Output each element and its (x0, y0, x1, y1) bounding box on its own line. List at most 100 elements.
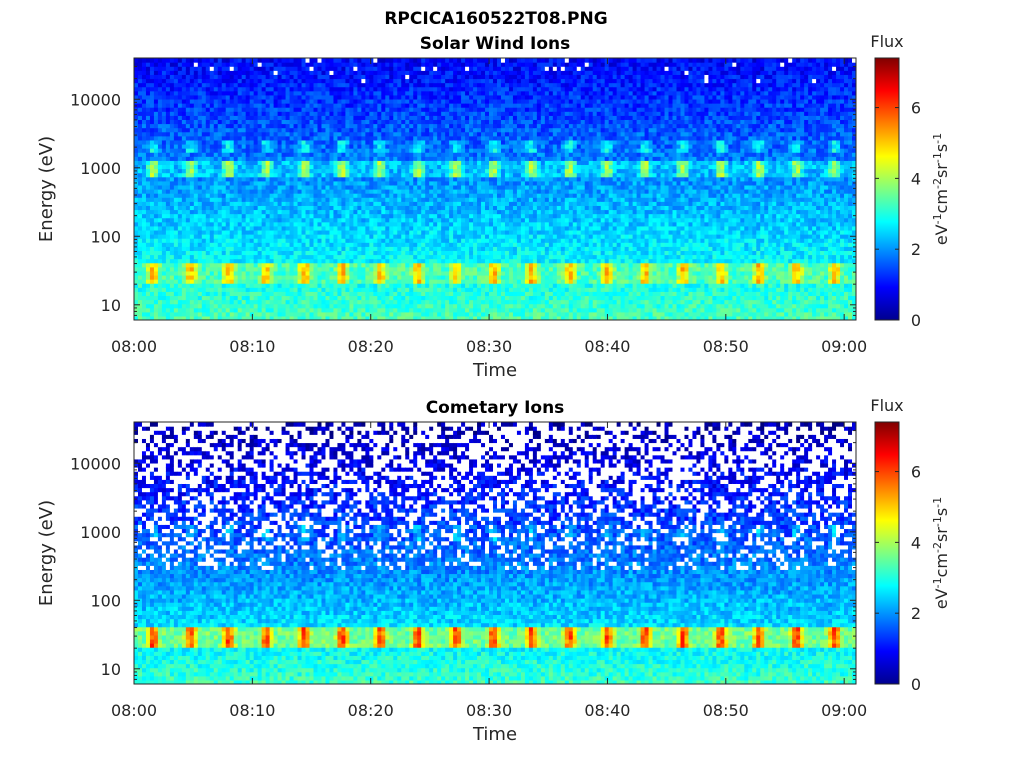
heat-cell (213, 86, 219, 92)
heat-cell (185, 62, 191, 67)
heat-cell (241, 107, 247, 112)
heat-cell (341, 238, 347, 243)
heat-cell (209, 148, 215, 153)
heat-cell (353, 176, 358, 182)
heat-cell (205, 246, 211, 251)
heat-cell (173, 234, 179, 239)
heat-cell (201, 164, 207, 170)
heat-cell (213, 98, 219, 104)
heat-cell (134, 139, 139, 145)
heat-cell (349, 58, 354, 63)
heat-cell (309, 189, 315, 194)
heat-cell (289, 270, 295, 276)
heat-cell (333, 315, 339, 320)
heat-cell (185, 209, 191, 215)
heat-cell (353, 70, 358, 75)
heat-cell (369, 303, 374, 309)
heat-cell (229, 164, 235, 170)
heat-cell (429, 139, 434, 145)
heat-cell (409, 135, 414, 141)
heat-cell (161, 107, 167, 112)
heat-cell (341, 197, 347, 202)
heat-cell (201, 82, 207, 88)
heat-cell (209, 90, 215, 96)
heat-cell (181, 225, 187, 231)
heat-cell (437, 103, 442, 108)
heat-cell (297, 279, 303, 284)
heat-cell (149, 201, 155, 206)
heat-cell (325, 111, 331, 116)
heat-cell (393, 172, 398, 178)
heat-cell (393, 103, 398, 108)
heat-cell (269, 180, 275, 186)
heat-cell (185, 160, 191, 166)
heat-cell (397, 82, 402, 88)
heat-cell (345, 217, 350, 223)
heat-cell (381, 119, 386, 125)
heat-cell (365, 270, 370, 276)
heat-cell (397, 103, 402, 108)
heat-cell (221, 266, 227, 272)
heat-cell (245, 62, 251, 67)
heat-cell (353, 98, 358, 104)
heat-cell (401, 229, 406, 235)
heat-cell (237, 279, 243, 284)
heat-cell (193, 217, 199, 223)
heat-cell (141, 156, 147, 161)
heat-cell (437, 270, 442, 276)
heat-cell (357, 119, 362, 125)
heat-cell (441, 242, 446, 247)
heat-cell (377, 164, 382, 170)
heat-cell (249, 307, 255, 313)
heat-cell (273, 254, 279, 260)
heat-cell (405, 246, 410, 251)
heat-cell (429, 209, 434, 215)
heat-cell (377, 176, 382, 182)
heat-cell (249, 180, 255, 186)
heat-cell (441, 107, 446, 112)
heat-cell (409, 303, 414, 309)
heat-cell (149, 66, 155, 71)
heat-cell (265, 180, 271, 186)
heat-cell (253, 127, 259, 133)
heat-cell (249, 205, 255, 211)
heat-cell (181, 295, 187, 301)
heat-cell (381, 107, 386, 112)
heat-cell (253, 299, 259, 305)
heat-cell (321, 164, 327, 170)
heat-cell (157, 274, 163, 280)
heat-cell (413, 107, 418, 112)
heat-cell (169, 189, 175, 194)
heat-cell (297, 74, 303, 80)
heat-cell (217, 58, 223, 63)
heat-cell (365, 283, 370, 288)
heat-cell (245, 131, 251, 137)
heat-cell (157, 135, 163, 141)
heat-cell (181, 70, 187, 75)
heat-cell (413, 58, 418, 63)
heat-cell (433, 217, 438, 223)
heat-cell (373, 193, 378, 198)
heat-cell (134, 270, 139, 276)
heat-cell (197, 299, 203, 305)
heat-cell (289, 221, 295, 227)
heat-cell (413, 78, 418, 84)
heat-cell (321, 58, 327, 63)
heat-cell (345, 172, 350, 178)
heat-cell (345, 160, 350, 166)
heat-cell (257, 201, 263, 206)
heat-cell (237, 201, 243, 206)
heat-cell (273, 258, 279, 264)
heat-cell (429, 70, 434, 75)
heat-cell (217, 279, 223, 284)
heat-cell (321, 123, 327, 129)
heat-cell (301, 291, 307, 297)
heat-cell (257, 74, 263, 80)
heat-cell (349, 176, 354, 182)
heat-cell (385, 164, 390, 170)
heat-cell (329, 98, 335, 104)
heat-cell (333, 299, 339, 305)
heat-cell (241, 234, 247, 239)
heat-cell (373, 234, 378, 239)
heat-cell (153, 152, 159, 157)
